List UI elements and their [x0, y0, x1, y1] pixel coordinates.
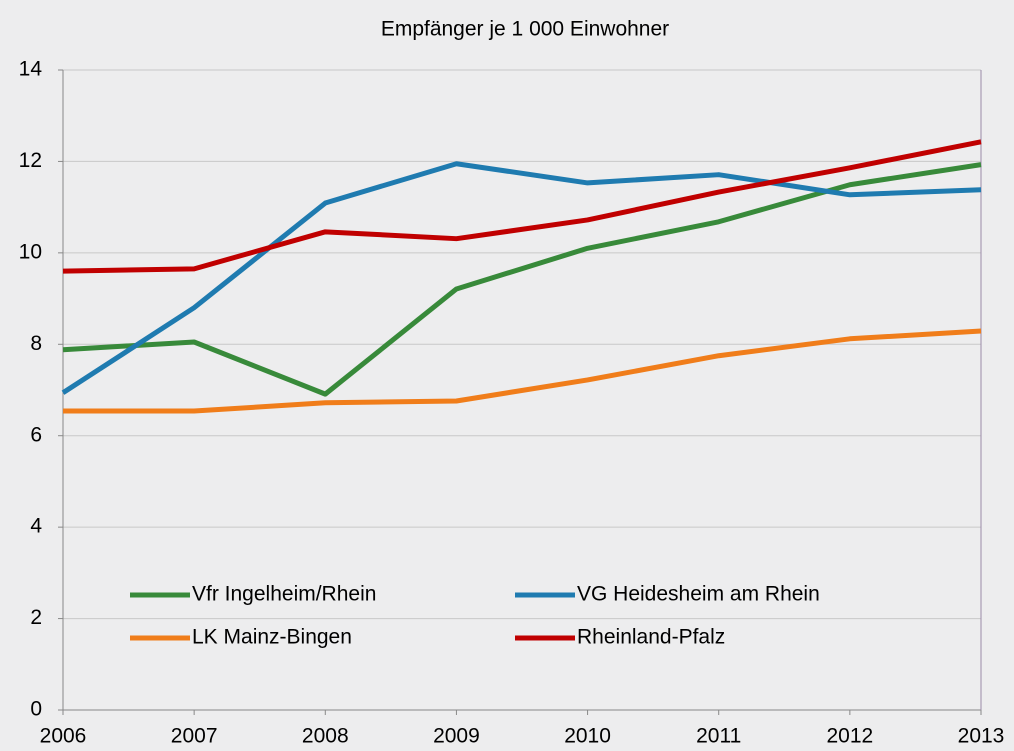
x-tick-label: 2010 — [564, 725, 611, 748]
legend-label: VG Heidesheim am Rhein — [577, 583, 820, 606]
x-tick-label: 2012 — [826, 725, 873, 748]
line-series — [62, 139, 982, 274]
line-series — [63, 328, 982, 414]
x-tick-label: 2006 — [40, 725, 87, 748]
x-tick-label: 2007 — [171, 725, 218, 748]
line-series — [61, 161, 982, 395]
legend-label: LK Mainz-Bingen — [192, 626, 352, 649]
x-tick-label: 2008 — [302, 725, 349, 748]
y-tick-label: 14 — [19, 58, 43, 81]
y-tick-label: 12 — [19, 149, 42, 172]
y-tick-label: 4 — [30, 515, 42, 538]
y-tick-label: 10 — [19, 240, 42, 263]
y-tick-label: 8 — [30, 332, 42, 355]
x-tick-label: 2011 — [696, 725, 741, 748]
x-tick-label: 2013 — [958, 725, 1005, 748]
chart-title: Empfänger je 1 000 Einwohner — [381, 18, 669, 41]
y-tick-label: 2 — [30, 606, 42, 629]
legend-label: Vfr Ingelheim/Rhein — [192, 583, 376, 606]
x-tick-label: 2009 — [433, 725, 480, 748]
legend-label: Rheinland-Pfalz — [577, 626, 725, 649]
y-tick-label: 6 — [30, 423, 42, 446]
y-tick-label: 0 — [30, 698, 42, 721]
